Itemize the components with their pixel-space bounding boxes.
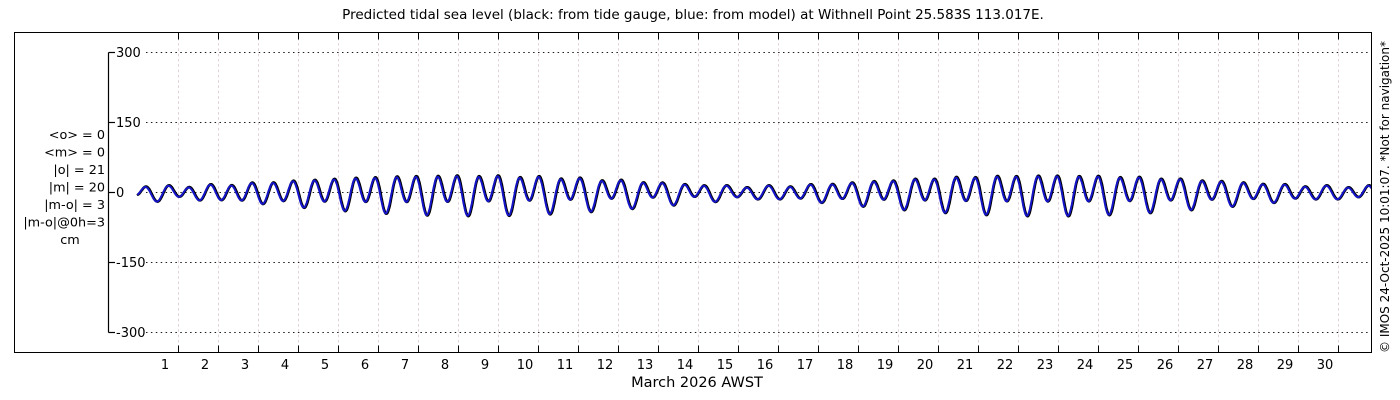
day-label: 9 bbox=[481, 358, 489, 373]
stat-abs-mo: |m-o| = 3 bbox=[44, 198, 105, 213]
x-tick-labels: 1 2 3 4 5 6 7 8 9 10 11 12 13 14 15 16 17 18 19 20 21 22 23 24 2… bbox=[161, 358, 1333, 373]
day-label: 2 bbox=[201, 358, 209, 373]
day-label: 15 bbox=[717, 358, 734, 373]
stat-units: cm bbox=[60, 233, 80, 248]
y-gridlines bbox=[146, 52, 1372, 333]
day-label: 13 bbox=[637, 358, 654, 373]
day-label: 29 bbox=[1277, 358, 1294, 373]
chart-title: Predicted tidal sea level (black: from t… bbox=[342, 7, 1044, 23]
day-label: 27 bbox=[1197, 358, 1214, 373]
x-axis-label: March 2026 AWST bbox=[631, 375, 763, 391]
model-line bbox=[137, 175, 1372, 217]
day-label: 5 bbox=[321, 358, 329, 373]
y-tick-label: -150 bbox=[116, 256, 146, 271]
day-label: 23 bbox=[1037, 358, 1054, 373]
day-label: 30 bbox=[1317, 358, 1334, 373]
day-label: 28 bbox=[1237, 358, 1254, 373]
x-ticks bbox=[178, 32, 1339, 353]
watermark: © IMOS 24-Oct-2025 10:01:07. *Not for na… bbox=[1378, 41, 1392, 353]
day-label: 25 bbox=[1117, 358, 1134, 373]
plot-border bbox=[14, 32, 1372, 353]
day-label: 14 bbox=[677, 358, 694, 373]
day-label: 18 bbox=[837, 358, 854, 373]
day-label: 10 bbox=[517, 358, 534, 373]
stat-mean-o: <o> = 0 bbox=[49, 128, 105, 143]
day-label: 8 bbox=[441, 358, 449, 373]
day-label: 11 bbox=[557, 358, 574, 373]
day-label: 21 bbox=[957, 358, 974, 373]
day-label: 1 bbox=[161, 358, 169, 373]
day-label: 17 bbox=[797, 358, 814, 373]
stat-mean-m: <m> = 0 bbox=[44, 146, 105, 161]
y-tick-label: -300 bbox=[116, 326, 146, 341]
day-label: 4 bbox=[281, 358, 289, 373]
y-tick-label: 0 bbox=[116, 186, 124, 201]
day-label: 16 bbox=[757, 358, 774, 373]
y-tick-label: 300 bbox=[116, 46, 141, 61]
day-label: 19 bbox=[877, 358, 894, 373]
day-label: 20 bbox=[917, 358, 934, 373]
y-axis: 300 150 0 -150 -300 bbox=[107, 46, 146, 341]
stat-abs-m: |m| = 20 bbox=[49, 181, 105, 196]
day-label: 6 bbox=[361, 358, 369, 373]
y-tick-label: 150 bbox=[116, 116, 141, 131]
stat-abs-mo0h: |m-o|@0h=3 bbox=[23, 216, 105, 231]
day-label: 24 bbox=[1077, 358, 1094, 373]
day-label: 7 bbox=[401, 358, 409, 373]
day-label: 12 bbox=[597, 358, 614, 373]
series-lines bbox=[136, 174, 1372, 218]
day-label: 26 bbox=[1157, 358, 1174, 373]
stat-abs-o: |o| = 21 bbox=[53, 163, 105, 178]
day-label: 22 bbox=[997, 358, 1014, 373]
day-label: 3 bbox=[241, 358, 249, 373]
stats-block: <o> = 0 <m> = 0 |o| = 21 |m| = 20 |m-o| … bbox=[23, 128, 105, 248]
